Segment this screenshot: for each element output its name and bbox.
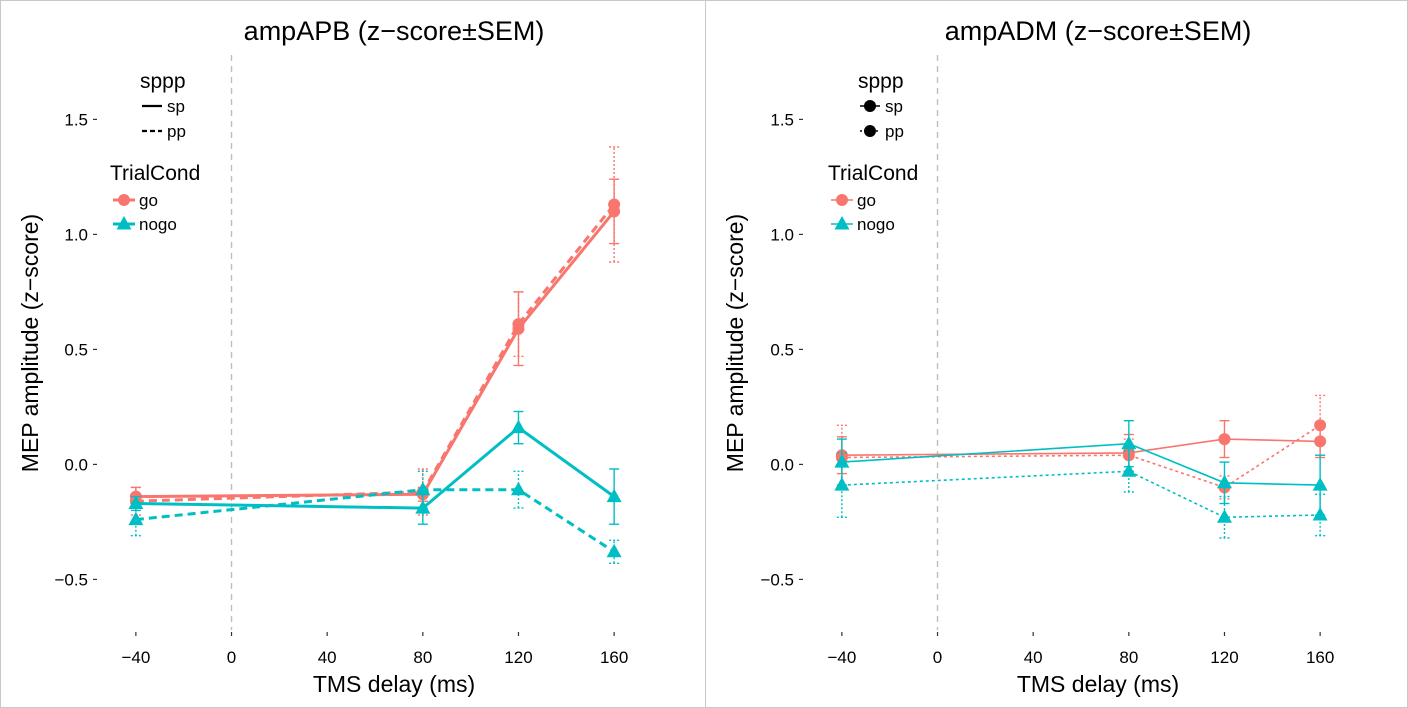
x-tick-label: −40 — [827, 648, 856, 667]
legend-title-trialcond: TrialCond — [110, 162, 200, 185]
legend-label-nogo: nogo — [139, 215, 177, 234]
data-point-triangle — [1216, 509, 1232, 523]
data-point-triangle — [606, 543, 622, 558]
data-point-circle — [1314, 419, 1327, 432]
legend-marker-nogo — [116, 216, 132, 230]
x-tick-label: 80 — [413, 648, 432, 667]
legend-marker-nogo — [834, 216, 850, 230]
legend-marker-go — [118, 194, 130, 206]
data-point-circle — [1218, 433, 1231, 446]
series-line — [841, 442, 1321, 486]
data-point-triangle — [510, 419, 526, 434]
x-tick-label: 0 — [933, 648, 942, 667]
y-tick-label: 0.5 — [770, 340, 794, 359]
legend-marker-pp — [864, 125, 876, 137]
series-nogo-pp — [128, 470, 622, 564]
series-go-pp — [129, 146, 621, 516]
legend-title-sppp: sppp — [858, 70, 904, 93]
data-point-triangle — [1216, 474, 1232, 489]
data-point-circle — [512, 318, 525, 331]
y-tick-label: −0.5 — [54, 570, 88, 589]
x-axis-label: TMS delay (ms) — [313, 671, 475, 697]
legend-marker-sp — [864, 100, 876, 112]
data-point-triangle — [606, 488, 622, 503]
legend-label-sp: sp — [167, 97, 185, 116]
series-line — [841, 438, 1321, 456]
y-tick-label: 1.5 — [64, 110, 88, 129]
data-point-triangle — [834, 477, 850, 491]
x-tick-label: 160 — [600, 648, 628, 667]
series-line — [841, 424, 1321, 489]
x-tick-label: 120 — [1210, 648, 1238, 667]
x-tick-label: 40 — [318, 648, 337, 667]
series-line — [135, 203, 616, 503]
series-go-sp — [129, 178, 621, 507]
chart-panel-1: ampAPB (z−score±SEM) MEP amplitude (z−sco… — [17, 16, 628, 697]
legend-label-pp: pp — [885, 122, 904, 141]
y-axis-label: MEP amplitude (z−score) — [17, 214, 43, 472]
legend-title-sppp: sppp — [140, 70, 186, 93]
legend-title-trialcond: TrialCond — [828, 162, 918, 185]
legend-label-nogo: nogo — [857, 215, 895, 234]
x-tick-label: 0 — [227, 648, 236, 667]
x-tick-label: 80 — [1119, 648, 1138, 667]
data-point-triangle — [510, 481, 526, 496]
series-line — [135, 488, 615, 554]
y-tick-label: −0.5 — [760, 570, 794, 589]
data-point-triangle — [128, 495, 144, 509]
x-tick-label: 40 — [1024, 648, 1043, 667]
y-tick-label: 1.0 — [64, 225, 88, 244]
chart-title: ampAPB (z−score±SEM) — [244, 16, 545, 46]
y-tick-label: 1.0 — [770, 225, 794, 244]
data-point-triangle — [1312, 507, 1328, 521]
chart-panel-2: ampADM (z−score±SEM) MEP amplitude (z−sco… — [722, 16, 1334, 697]
series-nogo-pp — [834, 449, 1328, 539]
legend-label-go: go — [857, 191, 876, 210]
y-tick-label: 1.5 — [770, 110, 794, 129]
data-point-triangle — [128, 511, 144, 526]
x-tick-label: 160 — [1306, 648, 1334, 667]
legend-label-pp: pp — [167, 122, 186, 141]
y-tick-label: 0.5 — [64, 340, 88, 359]
x-tick-label: 120 — [504, 648, 532, 667]
data-point-triangle — [1121, 435, 1137, 450]
panel-divider — [705, 0, 706, 708]
x-tick-label: −40 — [121, 648, 150, 667]
legend-label-sp: sp — [885, 97, 903, 116]
data-point-circle — [608, 198, 621, 211]
y-tick-label: 0.0 — [64, 455, 88, 474]
x-axis-label: TMS delay (ms) — [1017, 671, 1179, 697]
legend-label-go: go — [139, 191, 158, 210]
data-point-triangle — [415, 481, 431, 496]
series-line — [135, 210, 616, 499]
y-tick-label: 0.0 — [770, 455, 794, 474]
series-line — [841, 470, 1321, 519]
legend-marker-go — [836, 194, 848, 206]
data-point-triangle — [1312, 477, 1328, 491]
chart-title: ampADM (z−score±SEM) — [945, 16, 1252, 46]
y-axis-label: MEP amplitude (z−score) — [722, 214, 748, 472]
data-point-triangle — [1121, 463, 1137, 477]
